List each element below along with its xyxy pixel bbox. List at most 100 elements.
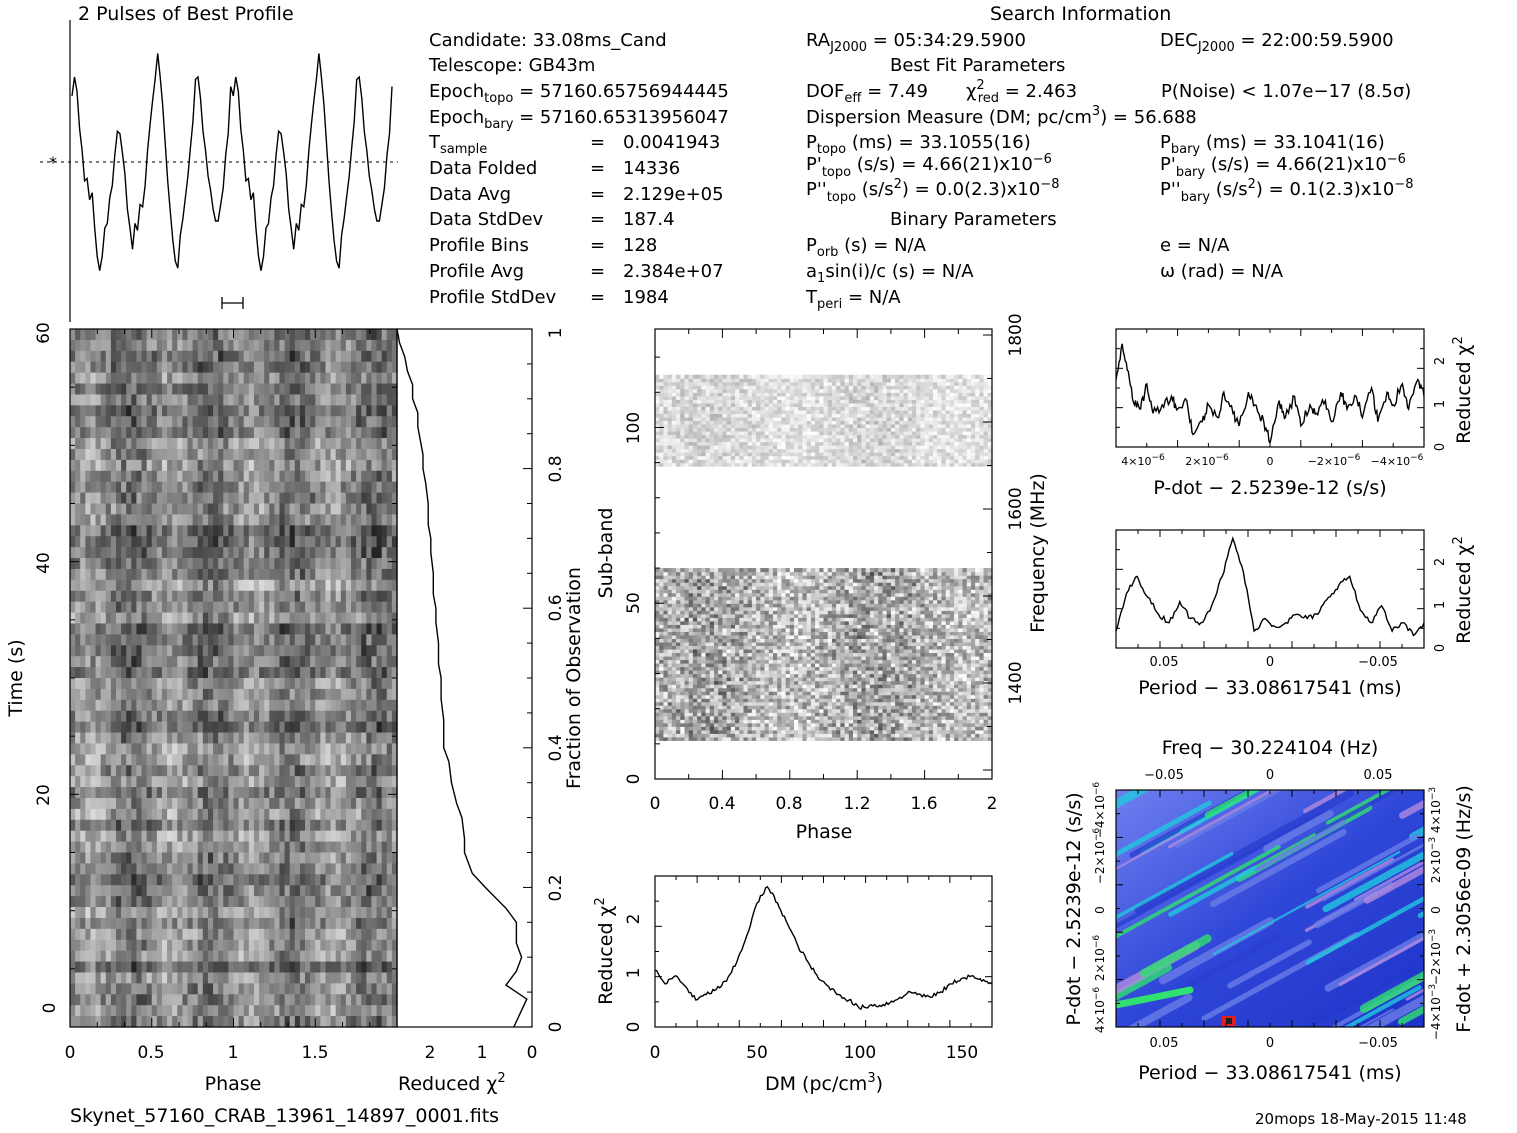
time-phase-cell [228, 841, 235, 854]
time-phase-cell [264, 699, 270, 712]
time-phase-cell [187, 678, 194, 690]
time-phase-cell [269, 896, 275, 908]
time-phase-cell [70, 656, 76, 668]
time-phase-cell [305, 678, 311, 690]
time-phase-cell [182, 765, 189, 777]
time-phase-cell [146, 547, 153, 559]
time-phase-cell [284, 329, 291, 341]
time-phase-cell [70, 405, 76, 417]
time-phase-cell [340, 416, 347, 428]
time-phase-cell [330, 645, 337, 657]
time-phase-cell [269, 710, 275, 723]
time-phase-cell [351, 514, 357, 526]
time-phase-cell [259, 547, 265, 559]
time-phase-cell [243, 994, 250, 1006]
time-phase-cell [310, 863, 316, 875]
time-phase-cell [269, 383, 275, 396]
time-phase-cell [136, 776, 143, 788]
time-phase-cell [80, 394, 86, 406]
time-phase-cell [351, 1005, 357, 1017]
time-phase-cell [115, 645, 122, 657]
subband-cell [713, 708, 719, 713]
time-phase-cell [274, 601, 281, 614]
best-fit-title: Best Fit Parameters [890, 55, 1065, 76]
time-phase-cell [85, 787, 92, 799]
subband-cell [852, 733, 858, 738]
time-phase-cell [146, 579, 153, 592]
time-phase-cell [213, 699, 219, 712]
time-phase-cell [131, 568, 138, 581]
time-phase-cell [351, 372, 357, 385]
subband-cell [848, 722, 854, 727]
subband-cell [970, 736, 976, 741]
time-phase-cell [136, 896, 143, 908]
time-phase-cell [315, 525, 321, 537]
time-phase-cell [279, 558, 286, 570]
time-phase-cell [330, 961, 337, 974]
time-phase-cell [351, 612, 357, 625]
time-phase-cell [238, 950, 245, 963]
subband-cell [874, 708, 879, 713]
time-phase-cell [238, 678, 245, 690]
time-phase-cell [259, 481, 265, 494]
time-phase-cell [284, 448, 291, 461]
subband-cell [789, 733, 795, 738]
time-phase-cell [391, 688, 398, 701]
time-phase-cell [207, 852, 214, 865]
time-phase-cell [345, 917, 352, 930]
time-phase-cell [75, 514, 81, 526]
time-phase-cell [238, 514, 245, 526]
time-phase-cell [121, 819, 127, 832]
subband-cell [722, 726, 728, 731]
time-phase-cell [126, 830, 132, 843]
time-phase-cell [371, 568, 378, 581]
time-phase-cell [351, 448, 357, 461]
time-phase-cell [391, 743, 398, 755]
time-phase-cell [284, 656, 291, 668]
time-phase-cell [95, 448, 102, 461]
subband-cell [785, 733, 791, 738]
time-phase-cell [151, 732, 158, 745]
time-phase-cell [330, 503, 337, 516]
subband-cell [730, 726, 736, 731]
subband-cell [924, 736, 930, 741]
time-phase-cell [279, 688, 286, 701]
time-phase-cell [361, 678, 367, 690]
time-phase-cell [274, 568, 281, 581]
subband-cell [735, 726, 740, 731]
time-phase-cell [110, 448, 117, 461]
time-phase-cell [75, 405, 81, 417]
time-phase-cell [141, 339, 148, 352]
time-phase-cell [233, 863, 240, 875]
time-phase-cell [228, 830, 235, 843]
time-phase-cell [269, 885, 275, 897]
time-phase-cell [187, 558, 194, 570]
time-phase-cell [376, 656, 383, 668]
subband-cell [680, 712, 686, 717]
time-phase-cell [376, 994, 383, 1006]
time-phase-cell [315, 852, 321, 865]
time-phase-cell [289, 732, 296, 745]
time-phase-cell [361, 950, 367, 963]
time-phase-cell [356, 972, 362, 984]
time-phase-cell [243, 863, 250, 875]
subband-cell [958, 729, 964, 734]
subband-cell [777, 712, 782, 717]
time-phase-cell [151, 329, 158, 341]
subband-cell [705, 736, 711, 741]
subband-cell [890, 715, 896, 720]
time-phase-cell [279, 830, 286, 843]
prof-avg-val: 2.384e+07 [623, 261, 724, 282]
time-phase-cell [156, 383, 163, 396]
time-phase-cell [315, 405, 321, 417]
subband-cell [692, 722, 698, 727]
time-phase-cell [115, 350, 122, 363]
time-phase-cell [381, 525, 388, 537]
time-phase-cell [320, 427, 327, 439]
time-phase-cell [330, 339, 337, 352]
time-phase-cell [356, 874, 362, 886]
time-phase-cell [121, 885, 127, 897]
time-phase-cell [95, 656, 102, 668]
time-phase-cell [376, 732, 383, 745]
time-phase-cell [340, 645, 347, 657]
